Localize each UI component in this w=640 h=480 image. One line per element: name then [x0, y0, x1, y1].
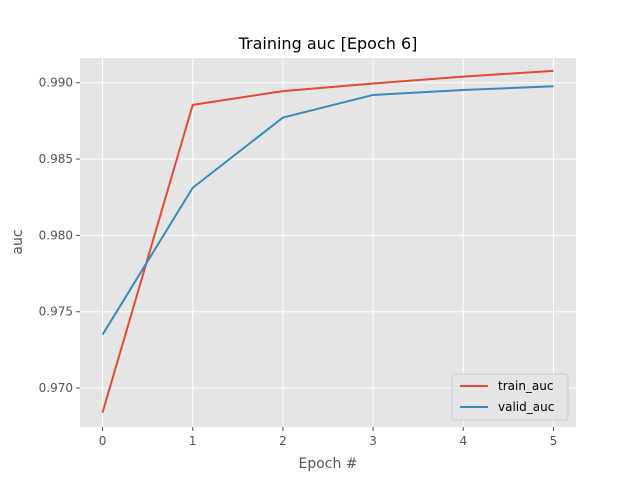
x-axis-label: Epoch # — [298, 456, 357, 472]
y-tick-label: 0.970 — [39, 381, 73, 395]
legend-label-train-auc: train_auc — [498, 379, 554, 393]
legend: train_auc valid_auc — [451, 373, 569, 421]
y-axis-label: auc — [10, 229, 26, 254]
chart-title: Training auc [Epoch 6] — [238, 34, 418, 53]
y-tick-label: 0.980 — [39, 228, 73, 242]
series-line-valid-auc — [101, 85, 554, 336]
series-lines — [101, 69, 554, 413]
y-tick-label: 0.990 — [39, 76, 73, 90]
legend-label-valid-auc: valid_auc — [498, 400, 554, 414]
x-tick-label: 0 — [99, 434, 107, 448]
x-tick-label: 3 — [369, 434, 377, 448]
x-ticks: 0 1 2 3 4 5 — [99, 427, 558, 448]
y-tick-label: 0.975 — [39, 305, 73, 319]
y-ticks: 0.970 0.975 0.980 0.985 0.990 — [39, 76, 80, 395]
x-tick-label: 5 — [550, 434, 558, 448]
x-tick-label: 2 — [279, 434, 287, 448]
series-line-train-auc — [101, 69, 554, 413]
grid — [80, 58, 576, 427]
plot-area — [80, 58, 576, 427]
x-tick-label: 1 — [189, 434, 197, 448]
x-tick-label: 4 — [459, 434, 467, 448]
y-tick-label: 0.985 — [39, 152, 73, 166]
